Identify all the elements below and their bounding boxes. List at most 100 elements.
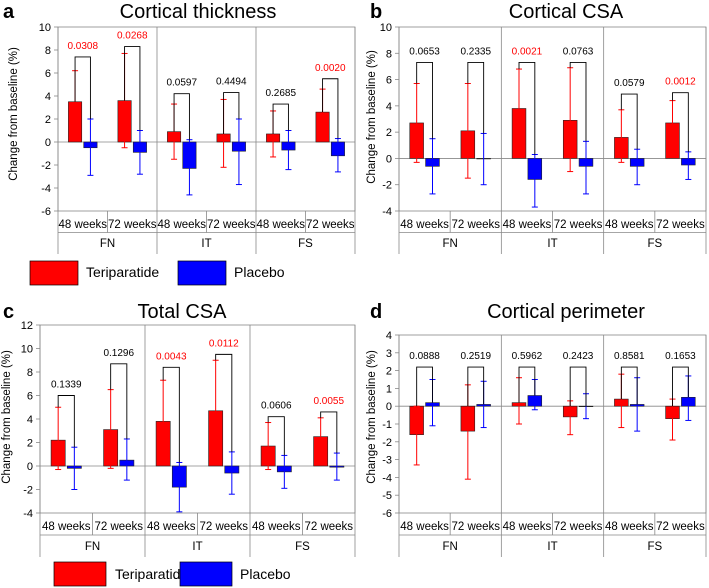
x-category-label: 72 weeks bbox=[207, 219, 256, 231]
plot-frame bbox=[39, 324, 356, 514]
x-category-label: 48 weeks bbox=[147, 521, 196, 533]
x-category-label: 72 weeks bbox=[656, 219, 705, 231]
y-tick-label: 4 bbox=[45, 91, 51, 103]
y-tick-label: -1 bbox=[382, 419, 392, 431]
p-value-label: 0.4494 bbox=[216, 77, 247, 88]
p-value-label: 0.0579 bbox=[614, 78, 645, 89]
x-group-label: FN bbox=[442, 238, 457, 250]
panel-cortical-perimeter: d Cortical perimeter Change from baselin… bbox=[366, 301, 707, 557]
panel-cortical-csa: b Cortical CSA Change from baseline (%) … bbox=[366, 1, 707, 254]
plot-frame bbox=[398, 26, 707, 212]
y-tick-label: -4 bbox=[23, 508, 33, 520]
panel-letter: c bbox=[3, 301, 14, 323]
x-group-label: FS bbox=[298, 238, 313, 250]
y-tick-label: 2 bbox=[27, 438, 33, 450]
panel-letter: d bbox=[370, 301, 382, 323]
y-tick-label: -2 bbox=[382, 437, 392, 449]
x-group-label: FN bbox=[100, 238, 115, 250]
legend-swatch-teriparatide bbox=[29, 260, 79, 286]
legend-swatch-placebo bbox=[179, 561, 233, 587]
y-tick-label: -3 bbox=[382, 455, 392, 467]
y-axis-label: Change from baseline (%) bbox=[1, 350, 13, 484]
x-category-label: 72 weeks bbox=[199, 521, 248, 533]
x-group-label: IT bbox=[201, 238, 211, 250]
y-tick-label: -4 bbox=[382, 206, 392, 218]
significance-bracket bbox=[272, 103, 289, 134]
y-tick-label: 3 bbox=[386, 348, 392, 360]
p-value-label: 0.0012 bbox=[665, 77, 696, 88]
chart-title: Cortical thickness bbox=[120, 1, 277, 23]
significance-bracket bbox=[416, 366, 433, 407]
significance-bracket bbox=[74, 56, 91, 119]
x-category-label: 72 weeks bbox=[451, 219, 500, 231]
significance-bracket bbox=[223, 92, 240, 134]
legend-label-teriparatide: Teriparatide bbox=[115, 566, 188, 582]
panel-letter: b bbox=[370, 1, 382, 23]
significance-bracket bbox=[173, 93, 190, 140]
legend-item-teriparatide: Teriparatide bbox=[29, 260, 159, 286]
y-tick-label: 0 bbox=[27, 461, 33, 473]
y-tick-label: -4 bbox=[382, 472, 392, 484]
y-tick-label: -4 bbox=[41, 183, 51, 195]
significance-bracket bbox=[467, 62, 485, 134]
significance-bracket bbox=[569, 366, 587, 407]
x-category-label: 48 weeks bbox=[58, 219, 107, 231]
x-group-label: FS bbox=[647, 541, 662, 553]
y-tick-label: 6 bbox=[386, 75, 392, 87]
chart-title: Total CSA bbox=[138, 301, 228, 323]
legend-swatch-teriparatide bbox=[53, 561, 107, 587]
significance-bracket bbox=[467, 366, 485, 407]
x-group-label: IT bbox=[547, 541, 557, 553]
y-tick-label: 0 bbox=[386, 153, 392, 165]
y-tick-label: 4 bbox=[27, 414, 33, 426]
significance-bracket bbox=[162, 366, 180, 463]
legend-label-placebo: Placebo bbox=[234, 264, 285, 280]
y-tick-label: -2 bbox=[41, 160, 51, 172]
x-category-label: 72 weeks bbox=[306, 219, 355, 231]
y-tick-label: -6 bbox=[41, 206, 51, 218]
y-tick-label: 6 bbox=[45, 68, 51, 80]
x-category-label: 72 weeks bbox=[554, 219, 603, 231]
p-value-label: 0.2685 bbox=[265, 88, 296, 99]
p-value-label: 0.0606 bbox=[261, 401, 292, 412]
chart-title: Cortical perimeter bbox=[487, 301, 645, 323]
p-value-label: 0.8581 bbox=[614, 351, 645, 362]
y-tick-label: 10 bbox=[380, 22, 392, 34]
y-tick-label: 2 bbox=[386, 366, 392, 378]
y-axis-label: Change from baseline (%) bbox=[366, 350, 378, 484]
x-group-label: IT bbox=[547, 238, 557, 250]
y-tick-label: 4 bbox=[386, 101, 392, 113]
significance-bracket bbox=[672, 366, 689, 407]
y-tick-label: 8 bbox=[45, 45, 51, 57]
p-value-label: 0.0043 bbox=[156, 351, 187, 362]
panel-cortical-thickness: a Cortical thickness Change from baselin… bbox=[3, 1, 356, 254]
y-tick-label: -6 bbox=[382, 508, 392, 520]
y-tick-label: 2 bbox=[386, 127, 392, 139]
significance-bracket bbox=[215, 353, 233, 452]
p-value-label: 0.0112 bbox=[209, 338, 239, 349]
significance-bracket bbox=[267, 416, 285, 456]
p-value-label: 0.1339 bbox=[51, 380, 82, 391]
x-category-label: 72 weeks bbox=[304, 521, 353, 533]
y-tick-label: 2 bbox=[45, 114, 51, 126]
p-value-label: 0.2519 bbox=[460, 351, 491, 362]
y-tick-label: -2 bbox=[382, 180, 392, 192]
p-value-label: 0.0888 bbox=[409, 351, 440, 362]
panel-total-csa: c Total CSA Change from baseline (%) -4 -… bbox=[1, 301, 356, 557]
x-category-label: 48 weeks bbox=[400, 219, 449, 231]
p-value-label: 0.1296 bbox=[103, 348, 134, 359]
legend-item-placebo: Placebo bbox=[179, 561, 291, 587]
legend-bottom: Teriparatide Placebo bbox=[53, 561, 291, 587]
p-value-label: 0.0653 bbox=[409, 46, 440, 57]
y-tick-label: 8 bbox=[386, 48, 392, 60]
p-value-label: 0.0763 bbox=[563, 46, 594, 57]
significance-bracket bbox=[620, 93, 638, 150]
significance-bracket bbox=[518, 62, 536, 155]
significance-bracket bbox=[416, 62, 433, 139]
x-category-label: 48 weeks bbox=[605, 219, 654, 231]
y-tick-label: 12 bbox=[21, 320, 33, 332]
significance-bracket bbox=[518, 366, 536, 403]
